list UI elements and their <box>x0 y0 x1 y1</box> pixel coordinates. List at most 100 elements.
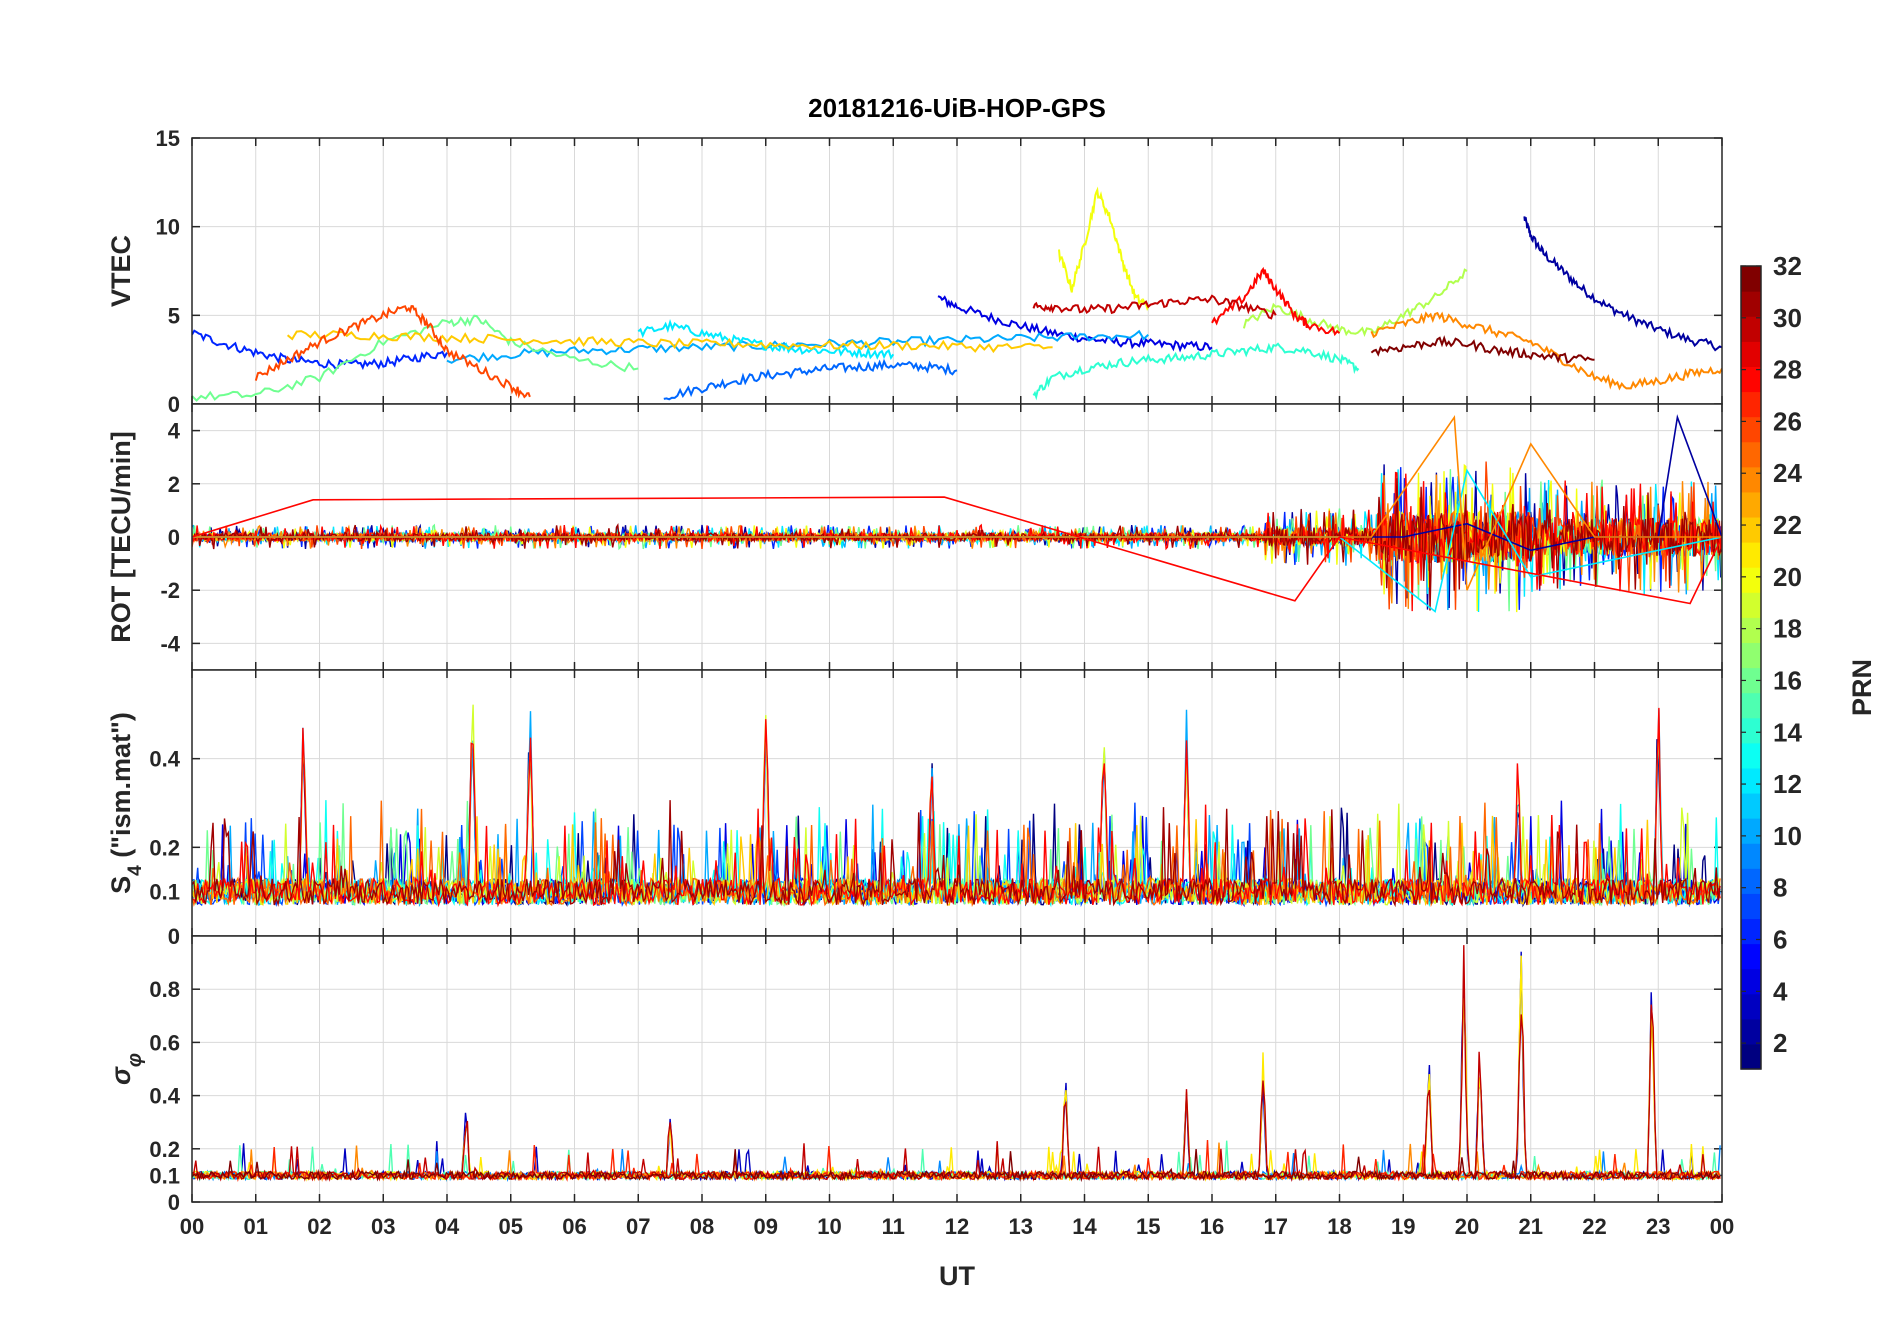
y-tick-label: 0.6 <box>149 1030 180 1055</box>
chart-title: 20181216-UiB-HOP-GPS <box>808 93 1106 123</box>
series-prn-8 <box>663 358 958 401</box>
x-tick-label: 00 <box>180 1214 204 1239</box>
x-tick-label: 04 <box>435 1214 460 1239</box>
y-tick-label: 4 <box>168 419 181 444</box>
series-prn-27 <box>192 1139 1721 1182</box>
x-tick-label: 07 <box>626 1214 650 1239</box>
y-tick-label: 0.2 <box>149 835 180 860</box>
colorbar-tick-label: 6 <box>1773 924 1787 954</box>
colorbar-segment <box>1741 667 1761 694</box>
panel-vtec: 0 5 10 15 VTEC <box>106 126 1723 417</box>
colorbar-tick-label: 8 <box>1773 873 1787 903</box>
x-tick-label: 16 <box>1200 1214 1224 1239</box>
colorbar-segment <box>1741 466 1761 493</box>
x-tick-label: 21 <box>1519 1214 1543 1239</box>
colorbar-segment <box>1741 617 1761 643</box>
x-tick-label: 15 <box>1136 1214 1160 1239</box>
x-tick-label: 01 <box>244 1214 268 1239</box>
colorbar-tick-label: 18 <box>1773 614 1802 644</box>
x-tick-label: 11 <box>882 1214 905 1239</box>
colorbar-segment <box>1741 692 1761 719</box>
series-group <box>192 704 1721 908</box>
series-group <box>192 186 1722 402</box>
y-tick-label: 0.1 <box>149 880 180 905</box>
x-tick-label: 22 <box>1582 1214 1606 1239</box>
y-tick-label: 15 <box>156 126 180 151</box>
colorbar-segment <box>1741 893 1761 920</box>
panel-s4: 0 0.1 0.2 0.4S4 ("ism.mat") <box>106 669 1723 949</box>
series-prn-25 <box>192 800 1721 908</box>
x-tick-label: 17 <box>1264 1214 1288 1239</box>
y-tick-label: 0 <box>168 525 180 550</box>
colorbar-segment <box>1741 316 1761 342</box>
y-axis-title-sigma_phi: σφ <box>106 1053 146 1085</box>
colorbar-segment <box>1741 1043 1761 1070</box>
colorbar-tick-label: 24 <box>1773 458 1802 488</box>
series-prn-24 <box>1370 311 1722 391</box>
colorbar-segment <box>1741 341 1761 367</box>
colorbar-tick-label: 32 <box>1773 251 1802 281</box>
series-prn-24 <box>192 414 1722 591</box>
colorbar-segment <box>1741 266 1761 292</box>
series-prn-32 <box>1370 335 1595 365</box>
x-tick-label: 05 <box>499 1214 523 1239</box>
panel-rot: -4 -2 0 2 4 ROT [TECU/min] <box>106 403 1723 671</box>
y-tick-label: 0.8 <box>149 977 180 1002</box>
series-prn-22 <box>286 330 1053 354</box>
colorbar-segment <box>1741 391 1761 418</box>
y-tick-label: 0 <box>168 924 180 949</box>
series-prn-28 <box>192 496 1722 605</box>
series-group <box>192 414 1722 613</box>
y-tick-label: 0 <box>168 392 180 417</box>
x-axis-title: UT <box>939 1261 975 1291</box>
x-tick-label: 10 <box>817 1214 841 1239</box>
colorbar-tick-label: 26 <box>1773 406 1802 436</box>
colorbar-tick-label: 16 <box>1773 665 1802 695</box>
x-tick-label: 09 <box>754 1214 778 1239</box>
x-tick-label: 08 <box>690 1214 714 1239</box>
colorbar-segment <box>1741 642 1761 669</box>
series-prn-31 <box>192 800 1721 908</box>
colorbar-tick-label: 20 <box>1773 562 1802 592</box>
y-axis-title-s4: S4 ("ism.mat") <box>106 712 146 894</box>
series-prn-2 <box>1523 216 1722 352</box>
colorbar-tick-label: 10 <box>1773 821 1802 851</box>
colorbar-segment <box>1741 416 1761 443</box>
y-tick-label: -4 <box>160 631 180 656</box>
x-tick-label: 20 <box>1455 1214 1479 1239</box>
colorbar-segment <box>1741 567 1761 593</box>
series-prn-12 <box>637 318 895 360</box>
colorbar-segment <box>1741 843 1761 869</box>
colorbar-tick-label: 2 <box>1773 1028 1787 1058</box>
x-tick-label: 12 <box>945 1214 969 1239</box>
colorbar-segment <box>1741 491 1761 518</box>
colorbar-segment <box>1741 767 1761 794</box>
colorbar-segment <box>1741 516 1761 543</box>
series-prn-16 <box>192 314 639 402</box>
colorbar-segment <box>1741 542 1761 568</box>
y-tick-label: -2 <box>160 578 180 603</box>
series-prn-30 <box>1032 294 1277 320</box>
y-tick-label: 2 <box>168 472 180 497</box>
colorbar-title: PRN <box>1847 659 1877 716</box>
y-tick-label: 0.4 <box>149 747 180 772</box>
colorbar-segment <box>1741 968 1761 995</box>
series-group <box>192 945 1721 1183</box>
colorbar-segment <box>1741 943 1761 970</box>
colorbar-tick-label: 14 <box>1773 717 1802 747</box>
x-tick-label: 03 <box>371 1214 395 1239</box>
y-axis-title-vtec: VTEC <box>106 235 136 307</box>
y-tick-label: 0 <box>168 1190 180 1215</box>
colorbar-tick-label: 12 <box>1773 769 1802 799</box>
series-prn-32 <box>192 1148 1721 1183</box>
colorbar-frame <box>1740 265 1762 1070</box>
series-prn-6 <box>192 329 448 371</box>
colorbar-tick-label: 30 <box>1773 303 1802 333</box>
colorbar-segment <box>1741 366 1761 393</box>
x-axis: 00 01 02 03 04 05 06 07 08 09 10 11 12 13 14 15 16 17 18 19… <box>180 1214 1734 1239</box>
x-tick-label: 14 <box>1072 1214 1097 1239</box>
colorbar-segment <box>1741 742 1761 769</box>
